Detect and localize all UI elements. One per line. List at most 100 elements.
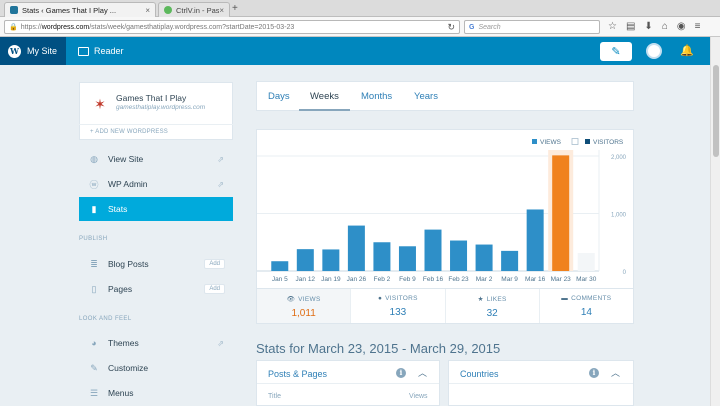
url-bar[interactable]: 🔒 https:// wordpress.com /stats/week/gam… (4, 20, 460, 34)
new-tab-button[interactable]: + (232, 3, 238, 14)
tab-months[interactable]: Months (361, 91, 393, 102)
sidebar-item-label: Pages (108, 284, 133, 294)
browser-search-bar[interactable]: G Search (464, 20, 600, 34)
person-icon: ● (377, 295, 383, 302)
weekly-views-chart: Jan 5 Jan 12 Jan 19 Jan 26 Feb 2 Feb 9 Feb 16 F… (257, 138, 627, 283)
reader-label: Reader (94, 46, 124, 56)
stat-label: LIKES (486, 296, 507, 303)
wordpress-masterbar: W My Site Reader ✎ 🔔 (0, 37, 720, 65)
scrollbar-thumb[interactable] (713, 65, 719, 157)
browser-tab-ctrlv[interactable]: CtrlV.in - Paste Pictures To ... × (158, 2, 230, 17)
stat-tab-likes[interactable]: ★ LIKES 32 (446, 289, 540, 323)
reading-list-icon[interactable]: ▤ (625, 21, 636, 32)
download-icon[interactable]: ⬇ (644, 21, 653, 32)
browser-tab-stats[interactable]: Stats ‹ Games That I Play ... × (4, 2, 156, 17)
bar-chart-icon: ▮ (91, 203, 97, 214)
stat-tabs: 👁 VIEWS 1,011 ● VISITORS 133 ★ LIKES 32 ▬ CO… (256, 288, 634, 324)
add-new-wordpress-link[interactable]: + ADD NEW WORDPRESS (79, 124, 233, 140)
chart-x-tick-label: Jan 19 (321, 276, 341, 283)
chart-bar (552, 155, 570, 271)
sidebar-item-wp-admin[interactable]: ⓦ WP Admin ⇗ (79, 172, 233, 196)
chart-x-tick-label: Feb 16 (423, 276, 444, 283)
sidebar-item-label: Customize (108, 363, 149, 373)
external-link-icon: ⇗ (217, 179, 224, 189)
my-site-label: My Site (27, 46, 58, 56)
legend-views-swatch (532, 139, 537, 144)
sidebar-item-customize[interactable]: ✎ Customize (79, 356, 233, 380)
add-page-button[interactable]: Add (204, 284, 225, 294)
posts-icon: ≣ (90, 258, 98, 269)
search-engine-icon: G (469, 23, 475, 31)
info-icon[interactable]: i (589, 368, 599, 378)
reader-button[interactable]: Reader (78, 37, 124, 65)
search-placeholder: Search (478, 23, 501, 31)
tab-weeks[interactable]: Weeks (299, 82, 350, 111)
add-blog-post-button[interactable]: Add (204, 259, 225, 269)
page-scrollbar[interactable] (710, 37, 720, 406)
sidebar-item-stats[interactable]: ▮ Stats (79, 197, 233, 221)
bookmark-star-icon[interactable]: ☆ (608, 21, 617, 32)
look-and-feel-heading: LOOK AND FEEL (79, 316, 132, 322)
wordpress-icon: ⓦ (89, 179, 99, 190)
column-header-views: Views (409, 393, 428, 400)
menu-icon[interactable]: ≡ (694, 21, 701, 32)
chart-bar (424, 229, 442, 271)
my-site-button[interactable]: W My Site (0, 37, 66, 65)
reader-icon (78, 46, 89, 56)
stat-value: 1,011 (291, 308, 316, 319)
eye-icon: 👁 (286, 296, 296, 303)
chevron-up-icon[interactable]: ︿ (418, 368, 428, 378)
close-tab-icon[interactable]: × (145, 5, 150, 15)
stat-tab-views[interactable]: 👁 VIEWS 1,011 (257, 289, 352, 323)
legend-visitors-swatch (585, 139, 590, 144)
home-icon[interactable]: ⌂ (661, 21, 668, 32)
globe-icon: ◍ (90, 153, 98, 164)
chat-icon[interactable]: ◉ (676, 21, 686, 32)
sidebar-item-menus[interactable]: ☰ Menus (79, 381, 233, 405)
legend-visitors-label: VISITORS (593, 139, 624, 146)
chart-x-tick-label: Jan 12 (296, 276, 316, 283)
stat-value: 14 (580, 307, 592, 318)
site-card[interactable]: ✶ Games That I Play gamesthatiplay.wordp… (79, 82, 233, 140)
stat-tab-comments[interactable]: ▬ COMMENTS 14 (540, 289, 633, 323)
url-prefix: https:// (20, 23, 42, 31)
chart-bar (347, 225, 365, 271)
tab-title: Stats ‹ Games That I Play ... (22, 5, 117, 15)
chart-x-tick-label: Mar 23 (551, 276, 572, 283)
url-host: wordpress.com (41, 23, 90, 31)
panel-divider (257, 383, 439, 384)
chart-bar-empty (577, 253, 595, 271)
chart-bar (296, 249, 314, 271)
reload-icon[interactable]: ↻ (447, 21, 455, 32)
chart-bar (271, 261, 289, 271)
publish-heading: PUBLISH (79, 236, 108, 242)
site-url: gamesthatiplay.wordpress.com (116, 104, 206, 111)
countries-panel: Countries i ︿ (448, 360, 634, 406)
stat-tab-visitors[interactable]: ● VISITORS 133 (351, 289, 446, 323)
panel-title: Posts & Pages (268, 369, 328, 379)
chevron-up-icon[interactable]: ︿ (611, 368, 621, 378)
panel-divider (449, 383, 633, 384)
tab-years[interactable]: Years (414, 91, 438, 102)
sidebar-item-label: WP Admin (108, 179, 148, 189)
sidebar-item-label: Themes (108, 338, 139, 348)
chart-bar (475, 244, 493, 271)
chart-y-tick-label: 2,000 (611, 155, 627, 161)
sidebar-item-blog-posts[interactable]: ≣ Blog Posts Add (79, 252, 233, 276)
wordpress-logo-icon: W (8, 44, 21, 58)
sidebar-item-themes[interactable]: ◕ Themes ⇗ (79, 331, 233, 355)
chart-bar (501, 250, 519, 271)
chart-x-tick-label: Jan 26 (347, 276, 367, 283)
ctrlv-favicon-icon (164, 6, 172, 14)
tab-days[interactable]: Days (268, 91, 290, 102)
sidebar-item-pages[interactable]: ▯ Pages Add (79, 277, 233, 301)
close-tab-icon[interactable]: × (219, 5, 224, 15)
info-icon[interactable]: i (396, 368, 406, 378)
sidebar-item-view-site[interactable]: ◍ View Site ⇗ (79, 147, 233, 171)
external-link-icon: ⇗ (217, 338, 224, 348)
url-path: /stats/week/gamesthatiplay.wordpress.com… (89, 23, 295, 31)
stats-period-title: Stats for March 23, 2015 - March 29, 201… (256, 341, 501, 356)
notifications-bell-icon[interactable]: 🔔 (680, 45, 694, 57)
write-post-button[interactable]: ✎ (600, 42, 632, 61)
avatar[interactable] (646, 43, 662, 59)
